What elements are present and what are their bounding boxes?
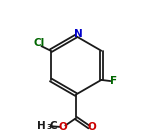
Text: 3: 3 [46, 124, 51, 130]
Text: F: F [110, 76, 117, 86]
Text: N: N [74, 29, 82, 39]
Text: C: C [50, 121, 57, 131]
Text: H: H [37, 121, 46, 131]
Text: Cl: Cl [33, 38, 45, 48]
Text: O: O [58, 122, 67, 132]
Text: O: O [88, 122, 96, 132]
